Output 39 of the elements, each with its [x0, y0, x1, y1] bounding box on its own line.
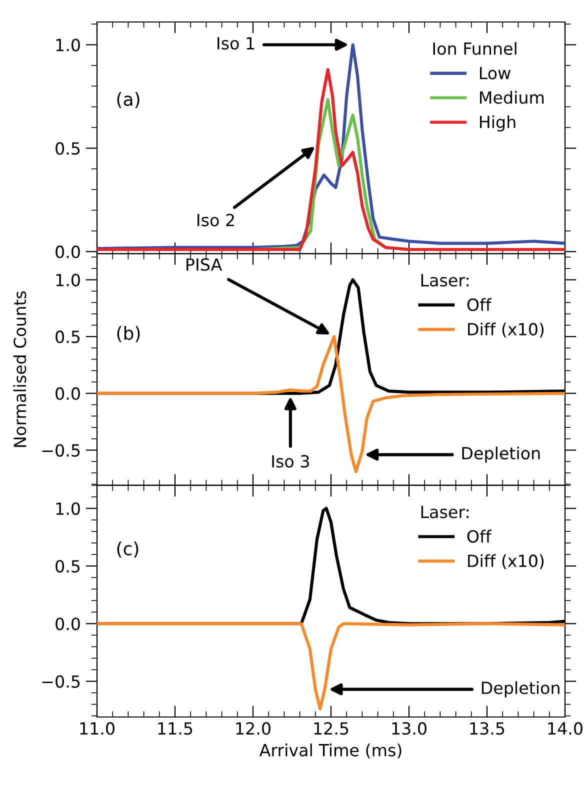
x-axis-title: Arrival Time (ms) — [259, 744, 402, 758]
x-tick-label: 12.0 — [236, 722, 270, 735]
annotation: (a) — [117, 92, 140, 108]
legend-label: Diff (x10) — [468, 554, 544, 570]
annotation: Iso 1 — [218, 37, 254, 50]
x-tick-label: 13.0 — [392, 722, 426, 735]
annotation: PISA — [186, 258, 222, 271]
legend-label: Medium — [480, 90, 544, 104]
y-tick-label: 0.5 — [56, 330, 80, 344]
y-tick-label: 0.5 — [56, 560, 80, 573]
legend-label: High — [480, 115, 516, 132]
y-tick-label: 0.0 — [56, 618, 80, 630]
y-tick-label: −0.5 — [42, 675, 80, 688]
y-tick-label: 0.5 — [56, 142, 80, 155]
x-tick-label: 12.5 — [314, 722, 348, 735]
y-axis-title: Normalised Counts — [13, 291, 26, 447]
legend-title: Ion Funnel — [433, 42, 516, 55]
y-tick-label: 0.0 — [56, 246, 80, 258]
annotation: Depletion — [462, 446, 540, 463]
x-tick-label: 13.5 — [470, 722, 504, 735]
x-tick-label: 11.5 — [158, 722, 192, 735]
legend-label: Off — [467, 530, 492, 543]
legend-title: Laser: — [421, 274, 468, 287]
y-tick-label: 1.0 — [56, 502, 80, 515]
annotation: Depletion — [482, 681, 560, 698]
x-tick-label: 11.0 — [80, 722, 114, 735]
y-tick-label: 0.0 — [56, 387, 80, 400]
x-tick-label: 14.0 — [548, 722, 582, 735]
legend-label: Diff (x10) — [468, 322, 544, 338]
y-tick-label: −0.5 — [42, 444, 80, 457]
legend-title: Laser: — [421, 506, 468, 518]
annotation: Iso 2 — [198, 214, 234, 226]
legend-label: Low — [480, 66, 510, 80]
annotation: (c) — [117, 541, 138, 558]
annotation: Iso 3 — [272, 455, 309, 468]
annotation: (b) — [117, 326, 140, 342]
y-tick-label: 1.0 — [56, 274, 80, 286]
legend-label: Off — [467, 298, 492, 312]
y-tick-label: 1.0 — [56, 38, 80, 52]
